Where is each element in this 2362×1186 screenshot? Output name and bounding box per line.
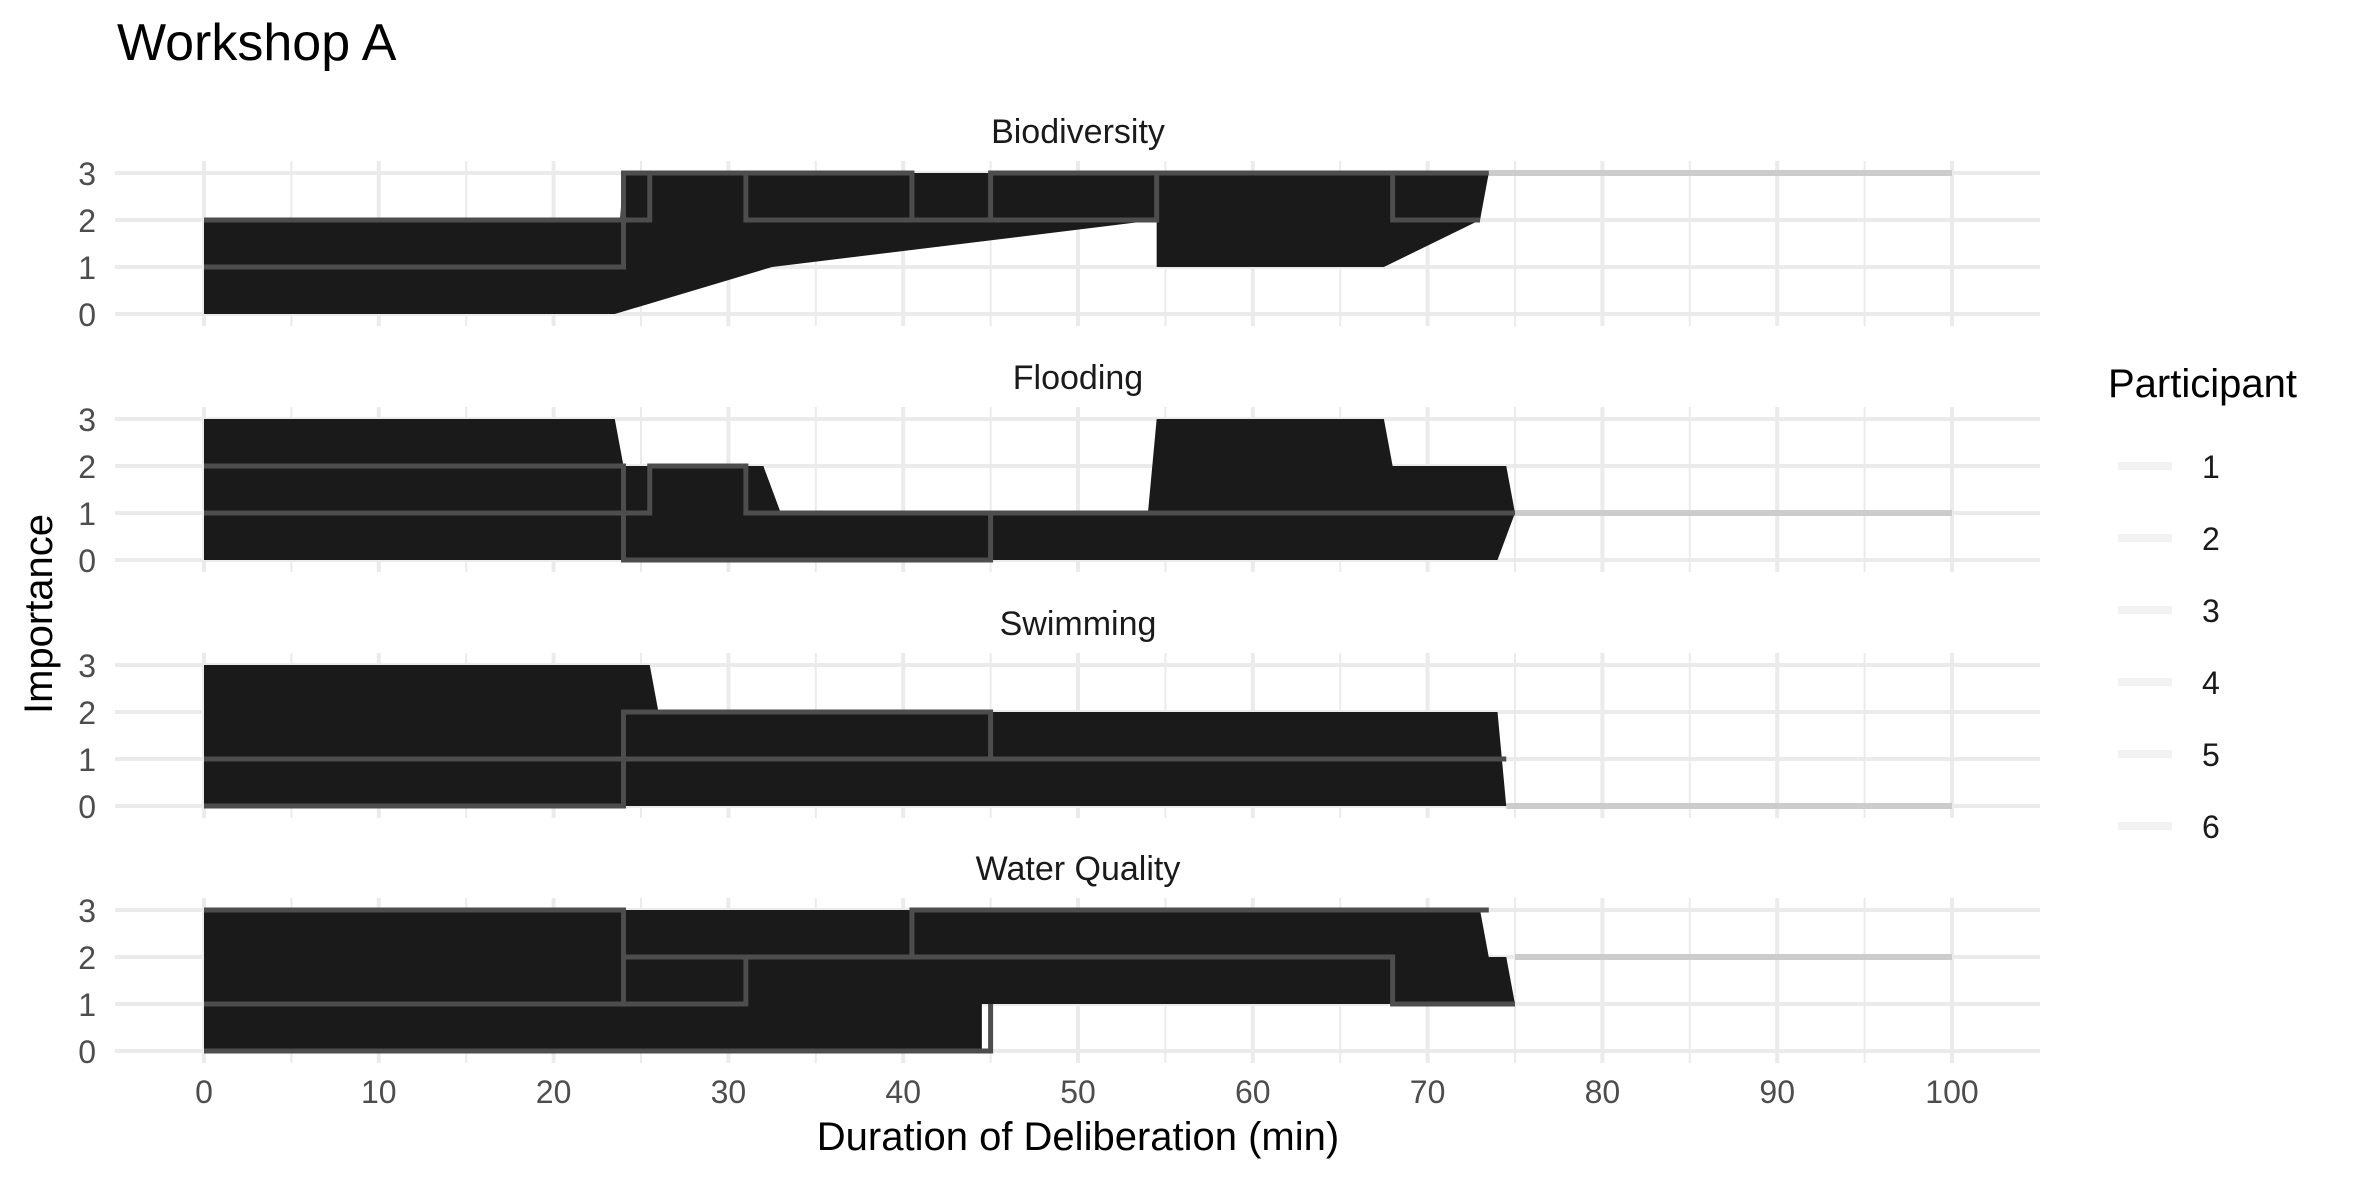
x-axis-label: Duration of Deliberation (min): [817, 1115, 1339, 1159]
x-tick-label: 90: [1759, 1074, 1795, 1110]
y-tick-label: 3: [78, 893, 96, 929]
legend-title: Participant: [2108, 362, 2297, 406]
y-tick-label: 1: [78, 250, 96, 286]
x-tick-label: 30: [711, 1074, 747, 1110]
y-tick-label: 0: [78, 1034, 96, 1070]
y-tick-label: 2: [78, 940, 96, 976]
y-tick-label: 1: [78, 987, 96, 1023]
facet-strip-label: Water Quality: [976, 850, 1181, 888]
x-tick-label: 40: [885, 1074, 921, 1110]
importance-area: [204, 910, 1515, 1051]
legend-entry-label: 5: [2202, 737, 2220, 773]
y-tick-label: 3: [78, 648, 96, 684]
y-tick-label: 0: [78, 543, 96, 579]
legend-entry-label: 2: [2202, 521, 2220, 557]
y-tick-label: 0: [78, 789, 96, 825]
importance-area: [204, 419, 1515, 560]
x-tick-label: 80: [1585, 1074, 1621, 1110]
legend-entry-label: 6: [2202, 809, 2220, 845]
participant-line: [204, 1004, 994, 1054]
y-tick-label: 0: [78, 297, 96, 333]
y-tick-label: 2: [78, 203, 96, 239]
legend-entry-label: 4: [2202, 665, 2220, 701]
x-tick-label: 50: [1060, 1074, 1096, 1110]
legend: Participant 1 2 3 4 5 6: [2108, 362, 2297, 845]
y-tick-label: 3: [78, 402, 96, 438]
facet-panel: Biodiversity 0 1 2 3: [78, 113, 2040, 333]
x-tick-label: 100: [1925, 1074, 1978, 1110]
facet-panel: Swimming 0 1 2 3: [78, 605, 2040, 825]
participant-line: [204, 756, 1507, 809]
importance-area: [204, 665, 1507, 806]
chart-title: Workshop A: [117, 14, 397, 72]
facet-strip-label: Flooding: [1013, 359, 1143, 397]
x-tick-label: 70: [1410, 1074, 1446, 1110]
facet-panel: Flooding 0 1 2 3: [78, 359, 2040, 579]
facet-panel: Water Quality 0 1 2 3: [78, 850, 2040, 1070]
participant-line: [204, 907, 1489, 1007]
facet-strip-label: Biodiversity: [991, 113, 1165, 151]
x-tick-label: 0: [195, 1074, 213, 1110]
x-tick-label: 20: [536, 1074, 572, 1110]
facet-strip-label: Swimming: [1000, 605, 1157, 643]
y-tick-label: 2: [78, 449, 96, 485]
y-tick-label: 1: [78, 742, 96, 778]
facet-panels: Biodiversity 0 1 2 3 Flooding 0 1 2 3 Swimming 0 1 2 3…: [78, 113, 2040, 1110]
legend-entry-label: 3: [2202, 593, 2220, 629]
participant-line: [204, 954, 1515, 1007]
y-axis-label: Importance: [17, 514, 61, 714]
participant-line: [204, 463, 1515, 516]
y-tick-label: 3: [78, 156, 96, 192]
y-tick-label: 2: [78, 695, 96, 731]
x-tick-label: 60: [1235, 1074, 1271, 1110]
legend-entry-label: 1: [2202, 449, 2220, 485]
importance-area: [204, 173, 1489, 314]
x-tick-label: 10: [361, 1074, 397, 1110]
y-tick-label: 1: [78, 496, 96, 532]
participant-line: [204, 170, 1489, 223]
